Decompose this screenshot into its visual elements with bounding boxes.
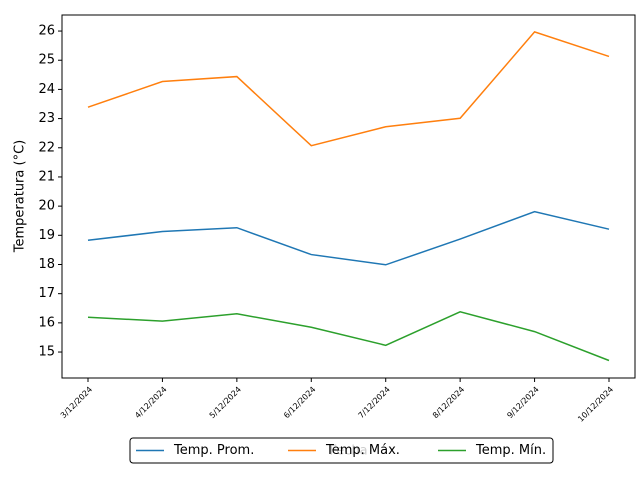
- y-tick-label: 16: [38, 315, 55, 330]
- y-tick-label: 24: [38, 82, 55, 97]
- y-tick-label: 18: [38, 257, 55, 272]
- line: [87, 210, 610, 266]
- y-tick-label: 21: [38, 169, 55, 184]
- legend-box: [129, 437, 554, 464]
- plot-frame: [61, 14, 636, 379]
- legend-label: Temp. Prom.: [173, 443, 254, 458]
- x-tick-label: 3/12/2024: [59, 385, 94, 420]
- y-tick-label: 25: [38, 53, 55, 68]
- y-tick-label: 23: [38, 111, 55, 126]
- line: [87, 310, 610, 362]
- x-tick-label: 4/12/2024: [133, 385, 168, 420]
- legend-label: Temp. Mín.: [475, 443, 546, 458]
- y-tick-label: 26: [38, 24, 55, 39]
- x-tick-label: 10/12/2024: [576, 385, 615, 424]
- line: [87, 31, 610, 147]
- y-tick-label: 15: [38, 345, 55, 360]
- x-tick-label: 9/12/2024: [505, 385, 540, 420]
- x-tick-label: 8/12/2024: [431, 385, 466, 420]
- y-tick-label: 17: [38, 286, 55, 301]
- x-tick-label: 6/12/2024: [282, 385, 317, 420]
- x-tick-label: 5/12/2024: [208, 385, 243, 420]
- y-tick-label: 22: [38, 140, 55, 155]
- y-tick-label: 20: [38, 199, 55, 214]
- x-tick-label: 7/12/2024: [357, 385, 392, 420]
- y-tick-label: 19: [38, 228, 55, 243]
- y-axis-label: Temperatura (°C): [13, 140, 28, 253]
- legend-label: Temp. Máx.: [325, 443, 400, 458]
